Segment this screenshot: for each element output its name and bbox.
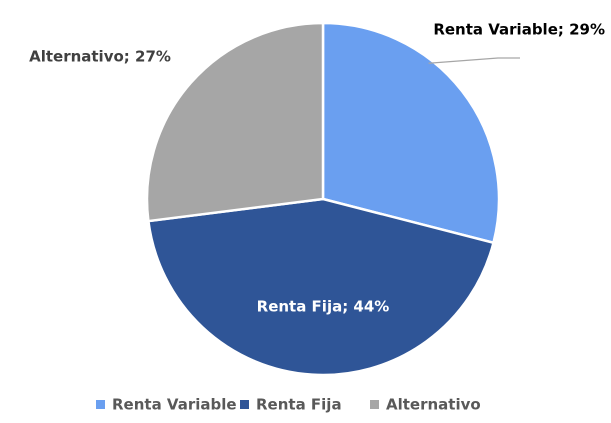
legend-label: Renta Fija bbox=[256, 396, 342, 414]
pie-slice bbox=[145, 21, 325, 223]
legend-label: Renta Variable bbox=[112, 396, 237, 414]
legend-swatch bbox=[370, 400, 379, 409]
leader-line bbox=[428, 57, 520, 64]
legend-label: Alternativo bbox=[386, 396, 481, 414]
pie-slice bbox=[146, 197, 495, 377]
data-label: Renta Variable; 29% bbox=[433, 21, 605, 39]
legend-swatch bbox=[96, 400, 105, 409]
pie-slice bbox=[321, 21, 501, 245]
data-label: Renta Fija; 44% bbox=[257, 298, 390, 316]
data-label: Alternativo; 27% bbox=[29, 48, 171, 66]
legend-swatch bbox=[240, 400, 249, 409]
